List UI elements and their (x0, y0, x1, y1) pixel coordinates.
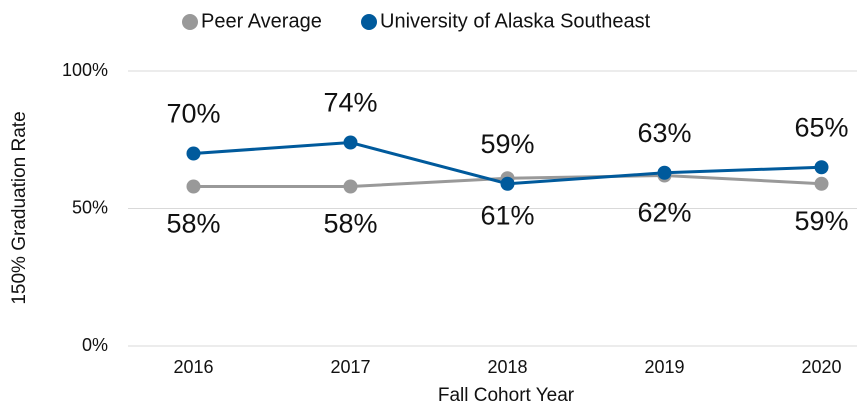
data-label: 61% (480, 200, 534, 230)
legend-marker (182, 14, 198, 30)
x-tick-label: 2018 (487, 357, 527, 377)
data-label: 63% (637, 118, 691, 148)
data-label: 59% (794, 206, 848, 236)
data-label: 65% (794, 112, 848, 142)
data-label: 58% (166, 209, 220, 239)
x-tick-label: 2020 (801, 357, 841, 377)
data-point (500, 176, 515, 191)
data-point (186, 146, 201, 161)
y-tick-label: 50% (72, 197, 108, 217)
data-label: 62% (637, 198, 691, 228)
legend-label: Peer Average (201, 10, 322, 32)
data-label: 70% (166, 99, 220, 129)
y-axis-title: 150% Graduation Rate (9, 111, 30, 304)
data-label: 58% (323, 209, 377, 239)
data-point (657, 165, 672, 180)
y-tick-label: 100% (62, 60, 108, 80)
data-point (814, 176, 829, 191)
x-tick-label: 2017 (330, 357, 370, 377)
data-point (186, 179, 201, 194)
data-label: 74% (323, 88, 377, 118)
data-label: 59% (480, 129, 534, 159)
data-point (343, 135, 358, 150)
data-point (343, 179, 358, 194)
y-tick-label: 0% (82, 335, 108, 355)
x-tick-label: 2016 (173, 357, 213, 377)
legend-label: University of Alaska Southeast (380, 10, 651, 32)
legend-marker (361, 14, 377, 30)
x-axis-title: Fall Cohort Year (438, 385, 575, 406)
x-tick-label: 2019 (644, 357, 684, 377)
data-point (814, 160, 829, 175)
